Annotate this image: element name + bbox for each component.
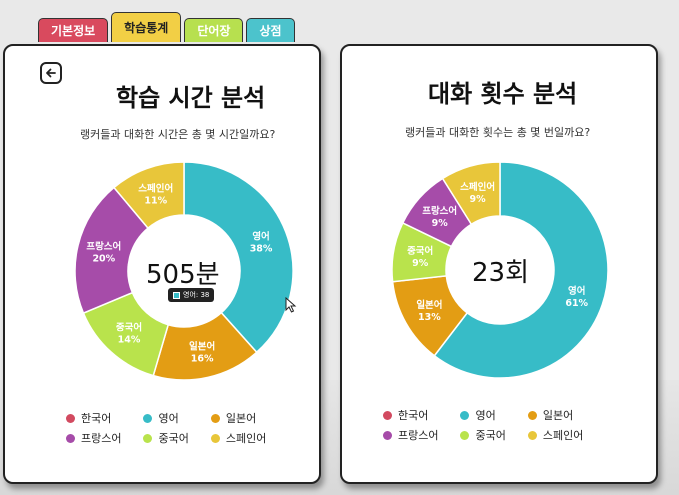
slice-label-name: 일본어 <box>416 299 442 311</box>
legend-label: 중국어 <box>475 429 506 442</box>
legend-item-japanese: 일본어 <box>527 407 583 423</box>
legend-item-french: 프랑스어 <box>66 430 121 446</box>
legend-item-korean: 한국어 <box>383 407 438 423</box>
learning-time-total: 505분 <box>146 260 220 290</box>
learning-time-title: 학습 시간 분석 <box>116 84 266 112</box>
slice-label-percent: 9% <box>432 218 449 229</box>
legend-item-english: 영어 <box>460 407 505 423</box>
legend-label: 스페인어 <box>225 432 267 445</box>
tooltip-text: 영어: 38 <box>183 291 210 299</box>
tab-learning-stats[interactable]: 학습통계 <box>111 12 182 42</box>
slice-label-name: 스페인어 <box>138 182 173 194</box>
tooltip-swatch <box>173 291 180 299</box>
legend-item-spanish: 스페인어 <box>527 427 584 443</box>
back-button[interactable] <box>40 62 62 84</box>
conversation-count-legend: 한국어 영어 일본어 프랑스어 중국어 스페인어 <box>383 407 583 443</box>
slice-label-percent: 9% <box>412 258 429 269</box>
legend-dot <box>460 430 470 440</box>
mouse-cursor-icon <box>285 297 297 313</box>
conversation-count-subtitle: 랭커들과 대화한 횟수는 총 몇 번일까요? <box>405 126 591 139</box>
legend-label: 스페인어 <box>542 429 584 442</box>
legend-dot <box>383 410 392 420</box>
legend-dot <box>460 410 470 420</box>
slice-label-name: 영어 <box>568 285 585 297</box>
legend-item-korean: 한국어 <box>66 410 121 426</box>
donut-slice-english[interactable] <box>433 161 609 379</box>
learning-time-subtitle: 랭커들과 대화한 시간은 총 몇 시간일까요? <box>80 128 276 141</box>
legend-dot <box>210 433 220 443</box>
legend-label: 프랑스어 <box>398 429 439 442</box>
slice-label-name: 프랑스어 <box>86 241 121 253</box>
legend-dot <box>143 433 153 443</box>
legend-label: 한국어 <box>81 412 112 425</box>
legend-label: 한국어 <box>398 409 429 422</box>
legend-dot <box>143 413 153 423</box>
legend-item-french: 프랑스어 <box>383 427 438 443</box>
tab-store[interactable]: 상점 <box>246 18 295 42</box>
legend-item-chinese: 중국어 <box>460 427 506 443</box>
slice-label-name: 일본어 <box>189 340 215 352</box>
legend-label: 영어 <box>475 409 496 422</box>
legend-item-chinese: 중국어 <box>143 430 189 446</box>
slice-label-percent: 20% <box>92 254 115 265</box>
legend-dot <box>383 430 392 440</box>
slice-label-percent: 11% <box>144 195 167 206</box>
legend-label: 일본어 <box>225 412 257 425</box>
slice-label-name: 중국어 <box>407 245 433 257</box>
legend-dot <box>527 430 537 440</box>
slice-label-name: 스페인어 <box>460 181 495 193</box>
learning-time-legend: 한국어 영어 일본어 프랑스어 중국어 스페인어 <box>66 410 266 446</box>
conversation-count-title: 대화 횟수 분석 <box>428 80 578 108</box>
slice-label-name: 프랑스어 <box>422 205 457 217</box>
legend-dot <box>527 410 537 420</box>
legend-dot <box>66 433 75 443</box>
legend-label: 중국어 <box>158 432 189 445</box>
legend-item-english: 영어 <box>143 410 188 426</box>
slice-label-percent: 61% <box>565 298 588 309</box>
slice-label-name: 영어 <box>252 231 269 243</box>
slice-label-percent: 9% <box>470 194 487 205</box>
legend-label: 일본어 <box>542 409 574 422</box>
chart-tooltip: 영어: 38 <box>168 288 215 302</box>
slice-label-percent: 14% <box>118 334 141 345</box>
legend-label: 프랑스어 <box>81 432 122 445</box>
tab-vocabulary[interactable]: 단어장 <box>184 18 244 42</box>
arrow-left-icon <box>46 68 56 78</box>
tab-basic-info[interactable]: 기본정보 <box>38 18 109 42</box>
donut-slice-english[interactable] <box>183 161 294 354</box>
slice-label-percent: 13% <box>418 312 441 323</box>
donut-slice-spanish[interactable] <box>441 161 501 226</box>
legend-dot <box>210 413 220 423</box>
legend-label: 영어 <box>158 412 179 425</box>
legend-dot <box>66 413 75 423</box>
legend-item-spanish: 스페인어 <box>210 430 267 446</box>
slice-label-percent: 16% <box>191 353 214 364</box>
donut-slice-spanish[interactable] <box>112 161 185 230</box>
slice-label-name: 중국어 <box>116 321 142 333</box>
legend-item-japanese: 일본어 <box>210 410 266 426</box>
slice-label-percent: 38% <box>250 244 273 255</box>
tab-bar: 기본정보 학습통계 단어장 상점 <box>38 12 295 42</box>
conversation-count-total: 23회 <box>472 258 530 288</box>
